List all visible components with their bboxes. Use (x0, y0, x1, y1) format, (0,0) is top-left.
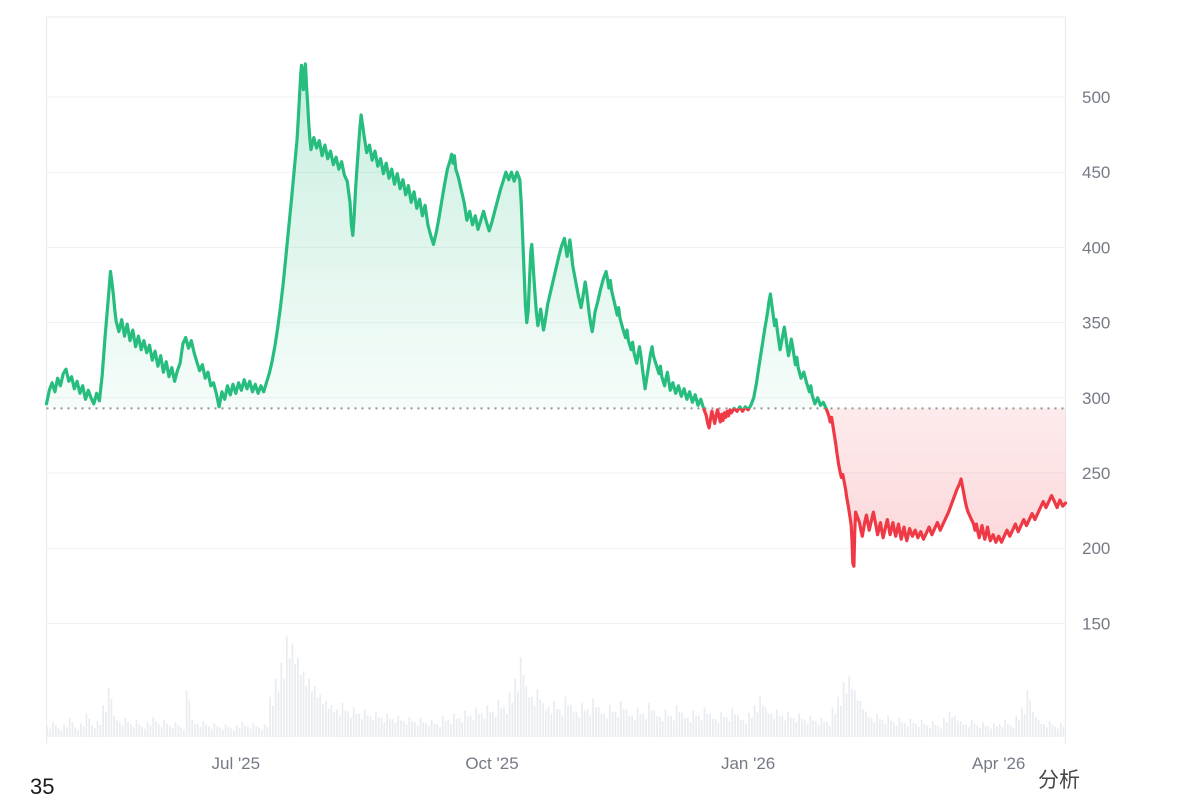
price-line-up (44, 62, 828, 409)
x-axis-label: Jan '26 (721, 754, 775, 773)
y-axis-label: 450 (1082, 163, 1110, 182)
x-axis-label: Apr '26 (972, 754, 1025, 773)
price-line-down (218, 408, 1068, 568)
volume-bars (46, 636, 1065, 737)
y-axis-labels: 500 450 400 350 300 250 200 150 (1082, 88, 1110, 633)
bottom-left-text: 35 (30, 774, 55, 799)
plot-border (46, 16, 1066, 744)
y-axis-label: 150 (1082, 614, 1110, 633)
y-axis-label: 250 (1082, 464, 1110, 483)
y-axis-label: 500 (1082, 88, 1110, 107)
y-axis-label: 300 (1082, 389, 1110, 408)
y-axis-label: 200 (1082, 539, 1110, 558)
x-axis-label: Jul '25 (211, 754, 260, 773)
x-axis-label: Oct '25 (465, 754, 518, 773)
x-axis-labels: Jul '25 Oct '25 Jan '26 Apr '26 (211, 754, 1025, 773)
y-axis-label: 400 (1082, 238, 1110, 257)
y-axis-label: 350 (1082, 314, 1110, 333)
area-above-baseline (46, 63, 1066, 409)
analysis-label[interactable]: 分析 (1038, 769, 1080, 792)
